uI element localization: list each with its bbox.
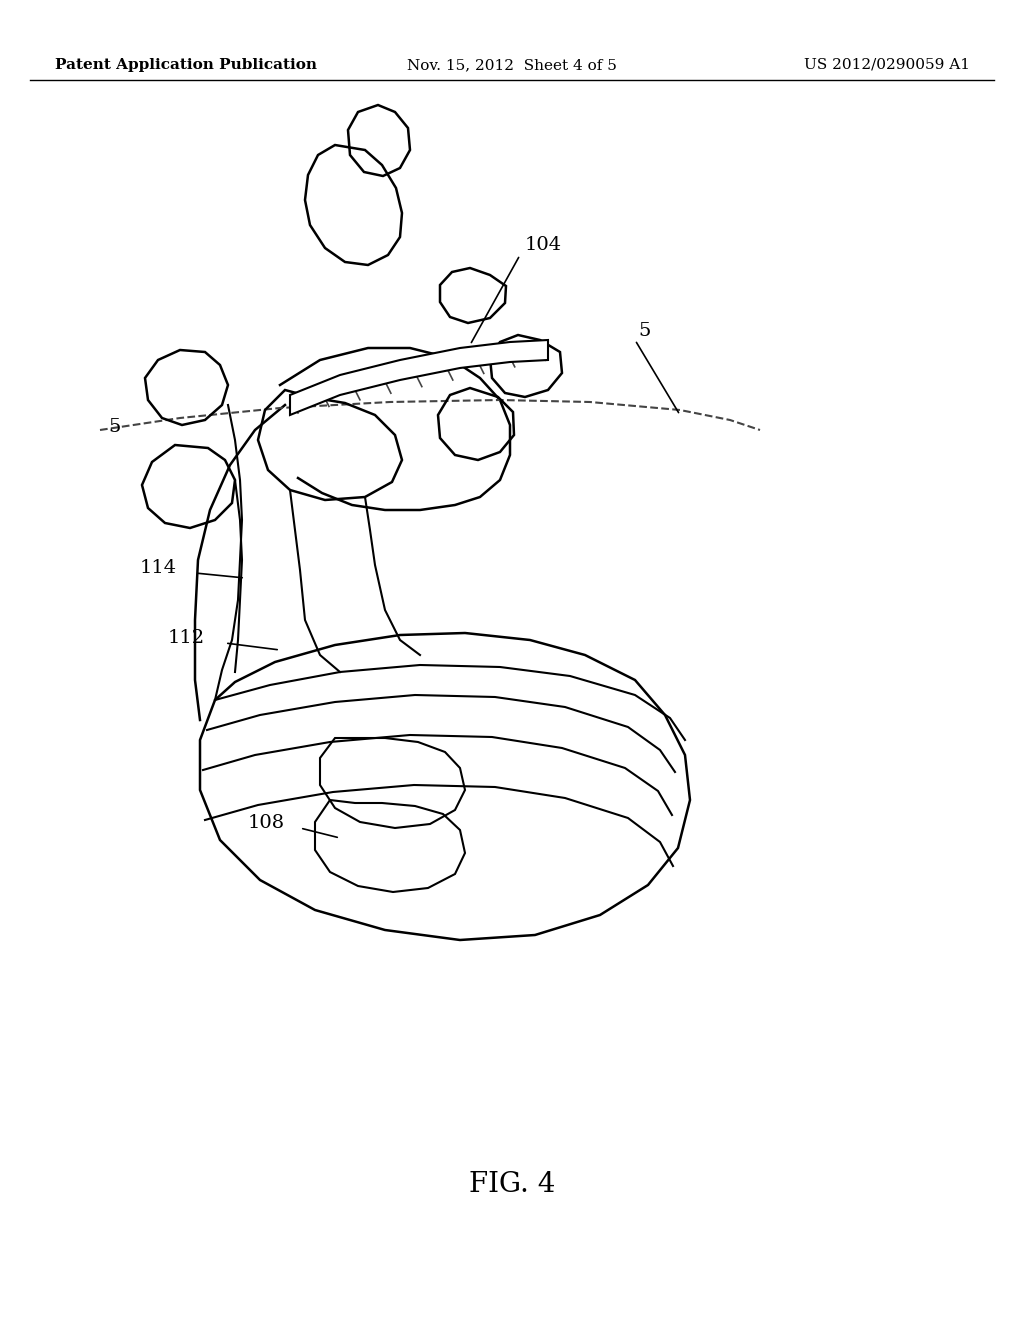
Text: 114: 114 bbox=[140, 558, 177, 577]
Text: FIG. 4: FIG. 4 bbox=[469, 1172, 555, 1199]
Text: 5: 5 bbox=[638, 322, 650, 341]
Text: 104: 104 bbox=[525, 236, 562, 253]
Text: US 2012/0290059 A1: US 2012/0290059 A1 bbox=[804, 58, 970, 73]
Text: Patent Application Publication: Patent Application Publication bbox=[55, 58, 317, 73]
Polygon shape bbox=[290, 341, 548, 414]
Text: 112: 112 bbox=[168, 630, 205, 647]
Text: Nov. 15, 2012  Sheet 4 of 5: Nov. 15, 2012 Sheet 4 of 5 bbox=[408, 58, 616, 73]
Text: 5: 5 bbox=[108, 418, 121, 436]
Text: 108: 108 bbox=[248, 814, 285, 832]
